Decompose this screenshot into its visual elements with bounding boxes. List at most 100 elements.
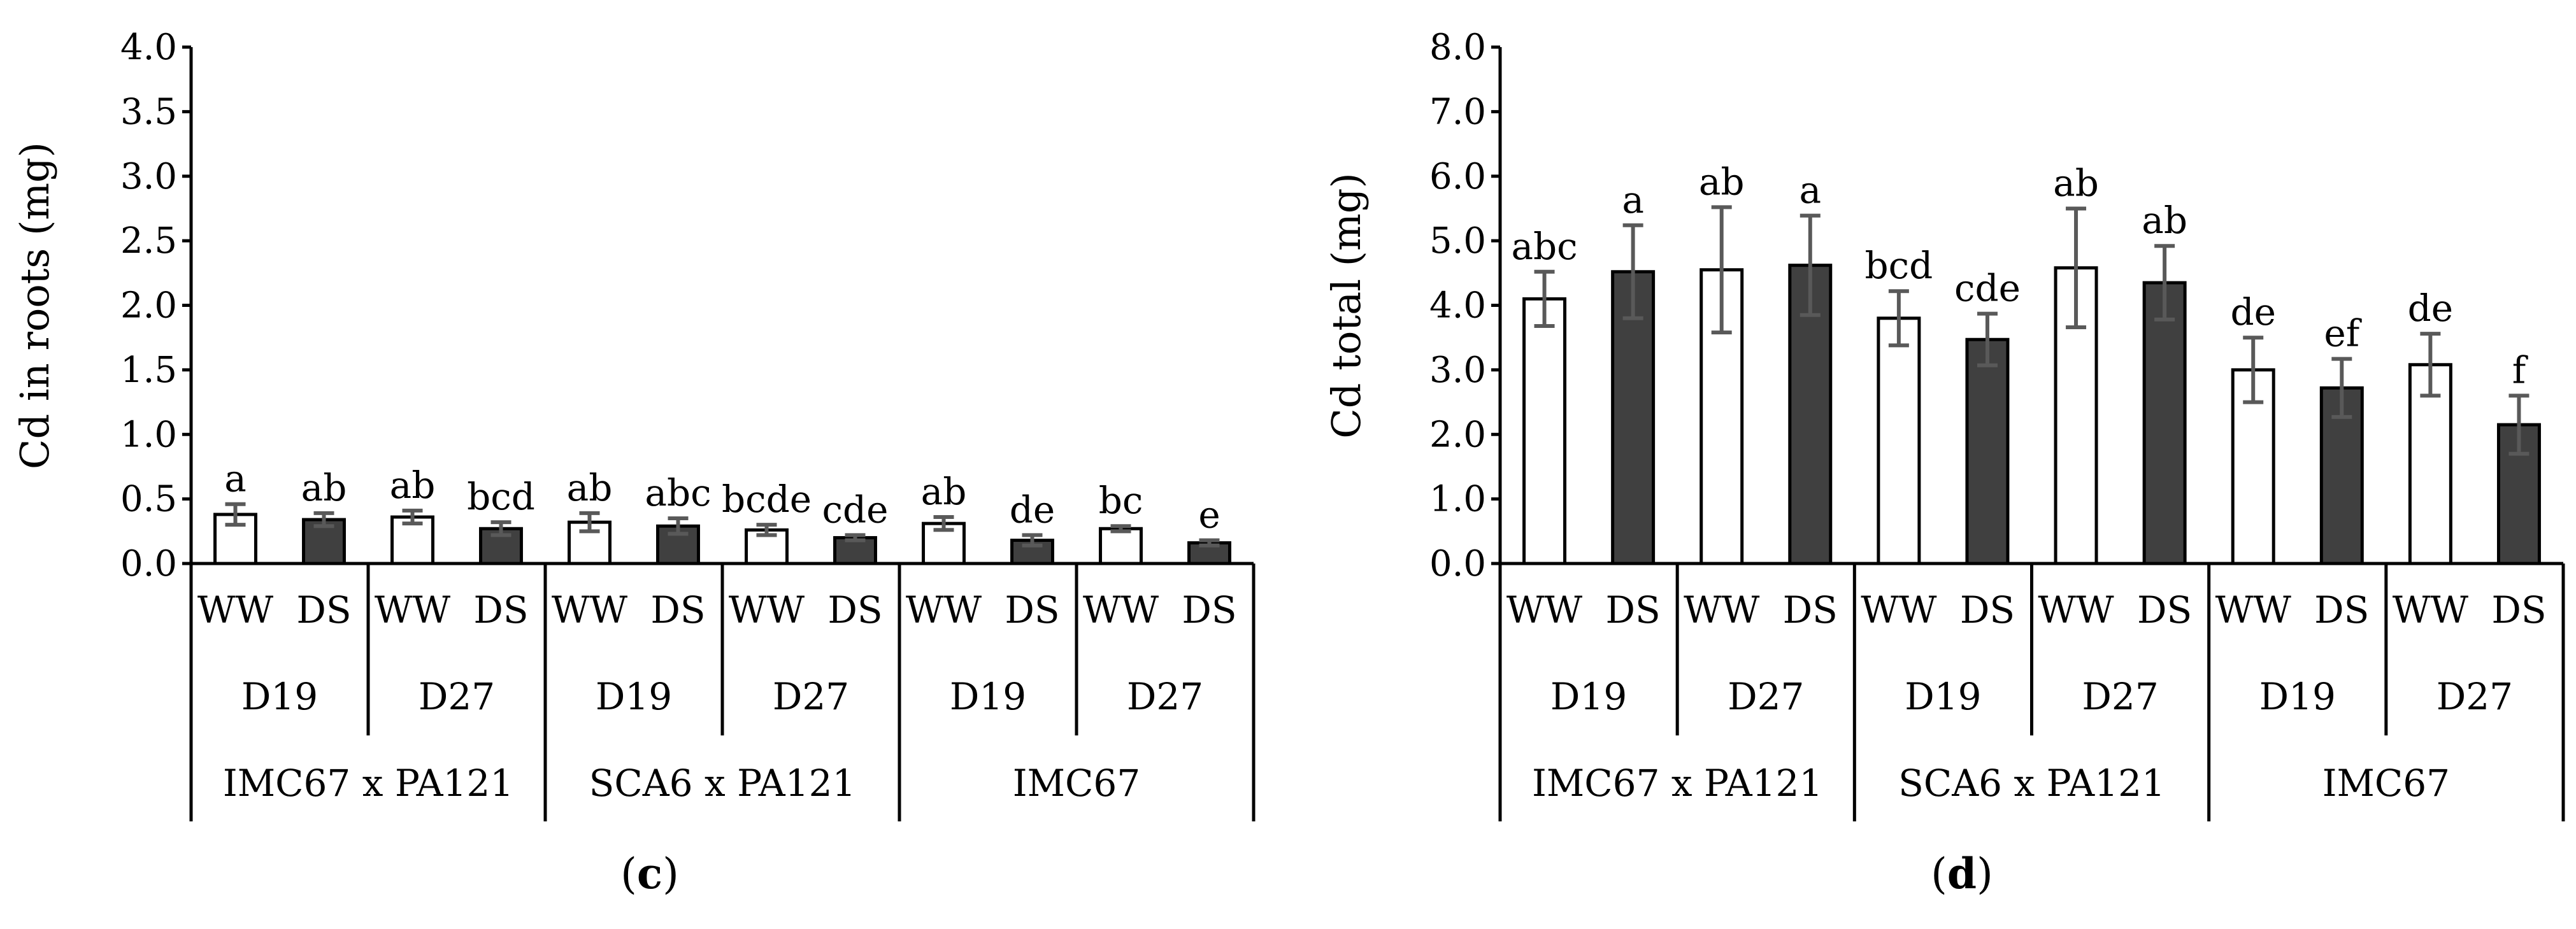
y-tick-label: 0.0: [120, 543, 177, 585]
significance-label: cde: [1954, 267, 2021, 310]
x-treatment-label: DS: [1005, 588, 1059, 632]
x-treatment-label: DS: [296, 588, 351, 632]
x-treatment-label: WW: [1083, 588, 1159, 632]
y-tick-label: 2.0: [120, 285, 177, 327]
panel-label: (c): [620, 849, 679, 898]
x-treatment-label: WW: [552, 588, 628, 632]
y-tick-label: 4.0: [1429, 285, 1486, 327]
significance-label: de: [2408, 287, 2453, 330]
significance-label: abc: [1511, 225, 1577, 268]
x-treatment-label: DS: [2491, 588, 2546, 632]
y-axis-title: Cd total (mg): [1323, 173, 1370, 438]
x-treatment-label: WW: [375, 588, 451, 632]
x-group-label: IMC67: [2322, 762, 2450, 805]
significance-label: cde: [822, 488, 889, 531]
y-tick-label: 0.0: [1429, 543, 1486, 585]
x-date-label: D27: [419, 675, 495, 718]
x-date-label: D27: [1728, 675, 1804, 718]
x-group-label: SCA6 x PA121: [1898, 762, 2165, 805]
y-tick-label: 5.0: [1429, 220, 1486, 262]
x-treatment-label: WW: [1684, 588, 1760, 632]
x-treatment-label: DS: [2314, 588, 2369, 632]
x-date-label: D19: [1905, 675, 1981, 718]
y-tick-label: 4.0: [120, 27, 177, 68]
y-tick-label: 1.0: [120, 414, 177, 455]
x-date-label: D19: [2259, 675, 2336, 718]
y-tick-label: 6.0: [1429, 156, 1486, 197]
x-group-label: IMC67: [1013, 762, 1140, 805]
bar-ds: [479, 527, 523, 565]
x-treatment-label: DS: [1783, 588, 1838, 632]
y-tick-label: 3.5: [120, 91, 177, 132]
bar-ww: [568, 520, 612, 565]
x-date-label: D19: [596, 675, 672, 718]
bar-ww: [1522, 297, 1567, 565]
y-axis-title: Cd in roots (mg): [11, 142, 58, 469]
bar-ds: [656, 524, 700, 565]
significance-label: ab: [390, 464, 436, 507]
x-group-label: SCA6 x PA121: [589, 762, 856, 805]
bar-ww: [1877, 316, 1921, 565]
x-treatment-label: WW: [1506, 588, 1583, 632]
bar-ds: [2142, 281, 2187, 565]
x-treatment-label: DS: [2137, 588, 2192, 632]
significance-label: bcde: [722, 478, 812, 521]
x-treatment-label: DS: [827, 588, 882, 632]
y-tick-label: 1.0: [1429, 479, 1486, 520]
x-date-label: D27: [2436, 675, 2513, 718]
x-date-label: D27: [1127, 675, 1203, 718]
bar-ww: [2408, 363, 2452, 565]
x-date-label: D19: [1550, 675, 1627, 718]
x-treatment-label: WW: [2215, 588, 2292, 632]
significance-label: e: [1198, 493, 1220, 537]
panel-label: (d): [1931, 849, 1993, 898]
significance-label: a: [1622, 178, 1644, 222]
y-tick-label: 0.5: [120, 479, 177, 520]
x-treatment-label: WW: [1861, 588, 1937, 632]
y-tick-label: 3.0: [1429, 350, 1486, 391]
significance-label: de: [1010, 488, 1055, 531]
y-tick-label: 3.0: [120, 156, 177, 197]
significance-label: de: [2230, 290, 2275, 334]
bar-ds: [1965, 337, 2010, 565]
significance-label: ab: [567, 466, 613, 509]
x-group-label: IMC67 x PA121: [1532, 762, 1822, 805]
significance-label: ab: [301, 466, 347, 509]
x-treatment-label: WW: [197, 588, 274, 632]
x-treatment-label: DS: [1182, 588, 1236, 632]
panel-c-chart: 0.0 0.5 1.0 1.5 2.0 2.5 3.0 3.5 4.0 Cd in roots (…: [11, 27, 1256, 898]
y-tick-label: 2.0: [1429, 414, 1486, 455]
x-group-label: IMC67 x PA121: [223, 762, 513, 805]
significance-label: ab: [2142, 199, 2187, 242]
significance-label: bc: [1099, 479, 1143, 522]
x-treatment-label: DS: [1960, 588, 2015, 632]
y-tick-label: 8.0: [1429, 27, 1486, 68]
y-tick-label: 7.0: [1429, 91, 1486, 132]
significance-label: bcd: [467, 475, 535, 518]
y-tick-label: 1.5: [120, 350, 177, 391]
bar-ww: [1099, 527, 1143, 565]
x-treatment-label: DS: [1606, 588, 1661, 632]
significance-label: abc: [645, 471, 711, 514]
x-date-label: D27: [773, 675, 849, 718]
x-treatment-label: WW: [2393, 588, 2469, 632]
significance-label: f: [2512, 348, 2528, 392]
x-date-label: D27: [2082, 675, 2158, 718]
significance-label: ab: [2053, 161, 2099, 204]
x-treatment-label: WW: [729, 588, 805, 632]
significance-label: a: [224, 457, 247, 500]
y-tick-label: 2.5: [120, 220, 177, 262]
panel-d-chart: 0.0 1.0 2.0 3.0 4.0 5.0 6.0 7.0 8.0 Cd total (mg)…: [1323, 27, 2565, 898]
x-date-label: D19: [241, 675, 318, 718]
significance-label: ab: [1699, 160, 1745, 203]
significance-label: bcd: [1865, 244, 1933, 287]
x-treatment-label: WW: [2038, 588, 2114, 632]
x-treatment-label: WW: [906, 588, 982, 632]
significance-label: ef: [2324, 312, 2361, 355]
x-date-label: D19: [950, 675, 1026, 718]
x-treatment-label: DS: [650, 588, 705, 632]
significance-label: ab: [921, 470, 967, 513]
significance-label: a: [1799, 169, 1821, 212]
x-treatment-label: DS: [473, 588, 528, 632]
